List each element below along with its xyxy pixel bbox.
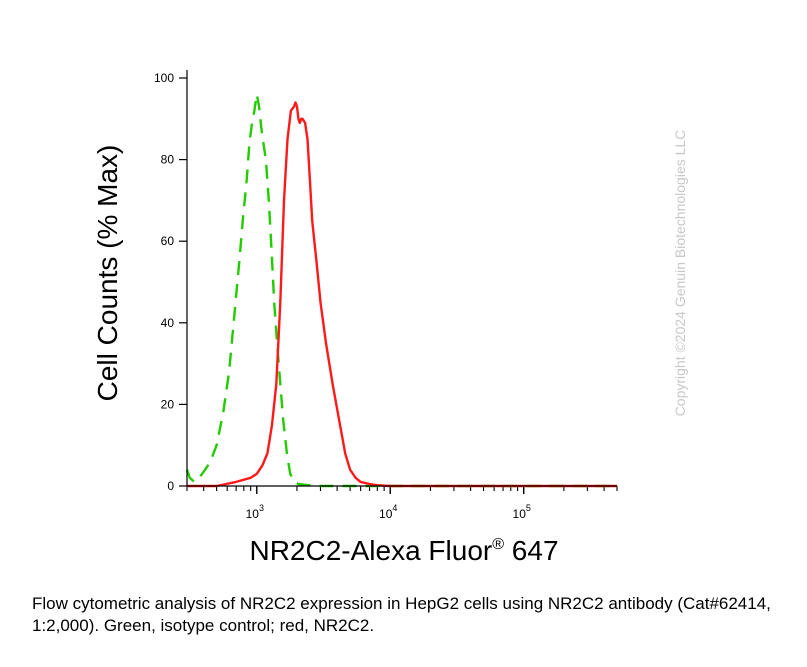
x-tick-base: 10: [246, 507, 260, 521]
y-tick-label: 60: [161, 234, 175, 248]
x-tick-base: 10: [513, 507, 527, 521]
series-layer: [185, 93, 617, 488]
copyright-watermark: Copyright ©2024 Genuin Biotechnologies L…: [672, 130, 688, 417]
x-axis-title-main: NR2C2-Alexa Fluor: [249, 535, 492, 566]
y-tick-label: 0: [167, 479, 174, 493]
y-tick-label: 80: [161, 153, 175, 167]
x-tick-label: 104: [379, 503, 397, 521]
x-tick-exponent: 3: [259, 503, 264, 513]
x-axis-title-tail: 647: [504, 535, 559, 566]
y-tick-label: 100: [154, 71, 174, 85]
x-axis-title-registered: ®: [492, 536, 504, 553]
series-line-2: [187, 101, 617, 488]
y-axis-title: Cell Counts (% Max): [92, 145, 123, 402]
x-tick-label: 105: [513, 503, 531, 521]
x-tick-base: 10: [379, 507, 393, 521]
x-tick-exponent: 5: [526, 503, 531, 513]
y-tick-label: 40: [161, 316, 175, 330]
y-axis-ticks: 0 20 40 60 80 100: [154, 71, 187, 493]
x-axis-title: NR2C2-Alexa Fluor® 647: [249, 535, 558, 566]
y-tick-label: 20: [161, 397, 175, 411]
x-axis-ticks: 103 104 105: [186, 486, 618, 521]
figure-caption: Flow cytometric analysis of NR2C2 expres…: [32, 594, 771, 635]
series-line-1: [185, 93, 617, 488]
x-tick-label: 103: [246, 503, 264, 521]
x-tick-exponent: 4: [392, 503, 397, 513]
